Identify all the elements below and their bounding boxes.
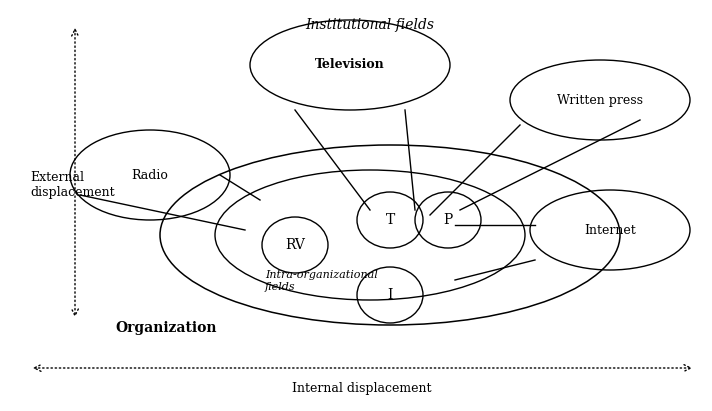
Text: T: T — [385, 213, 394, 227]
Text: Intra-organizational
fields: Intra-organizational fields — [265, 270, 378, 291]
Text: I: I — [387, 288, 393, 302]
Text: P: P — [444, 213, 453, 227]
Text: Written press: Written press — [557, 93, 643, 106]
Text: Organization: Organization — [115, 321, 216, 335]
Text: External
displacement: External displacement — [30, 171, 115, 199]
Text: Institutional fields: Institutional fields — [305, 18, 434, 32]
Text: Internet: Internet — [584, 224, 636, 236]
Text: RV: RV — [285, 238, 305, 252]
Text: Internal displacement: Internal displacement — [292, 382, 431, 395]
Text: Radio: Radio — [132, 169, 169, 182]
Text: Television: Television — [315, 58, 385, 72]
